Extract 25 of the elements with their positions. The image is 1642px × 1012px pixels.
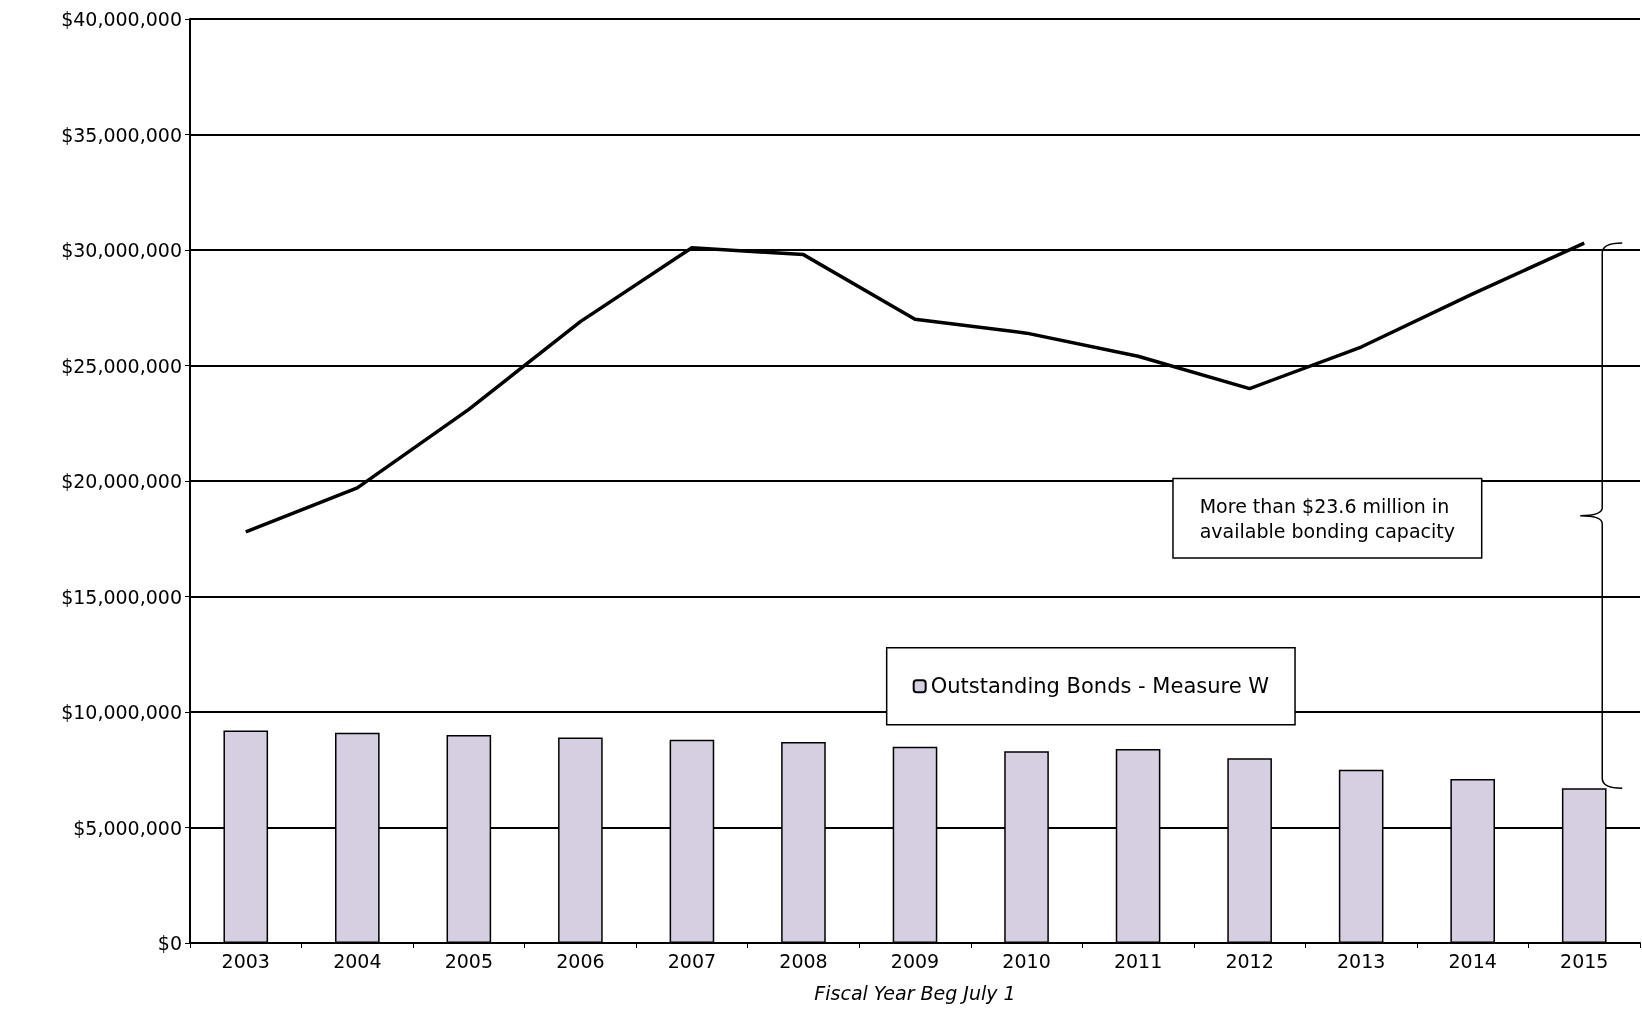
annotation: More than $23.6 million in available bonding capacity [1199,494,1455,542]
x-tick-label: 2004 [333,949,382,972]
x-tick-label: 2013 [1336,949,1386,972]
x-tick-label: 2003 [221,949,270,972]
x-axis-title: Fiscal Year Beg July 1 [814,981,1016,1004]
x-tick-label: 2011 [1113,949,1163,972]
x-tick-label: 2005 [444,949,494,972]
x-tick-label: 2015 [1560,949,1609,972]
x-tick-label: 2012 [1225,949,1274,972]
legend-label: Outstanding Bonds - Measure W [930,674,1270,699]
x-tick-label: 2010 [1002,949,1051,972]
x-tick-label: 2007 [667,949,717,972]
y-tick-label: $35,000,000 [61,123,182,146]
y-tick-label: $10,000,000 [61,701,182,723]
y-tick-label: $25,000,000 [61,354,182,377]
x-tick-label: 2014 [1448,949,1497,972]
x-tick-label: 2006 [556,949,605,972]
y-tick-label: $20,000,000 [61,470,182,492]
x-tick-label: 2009 [890,949,940,972]
y-tick-label: $15,000,000 [61,585,182,608]
x-tick-label: 2008 [779,949,828,972]
y-tick-label: $5,000,000 [73,816,182,839]
y-tick-label: $30,000,000 [61,239,182,261]
y-tick-label: $0 [157,932,182,954]
y-tick-label: $40,000,000 [61,8,182,30]
